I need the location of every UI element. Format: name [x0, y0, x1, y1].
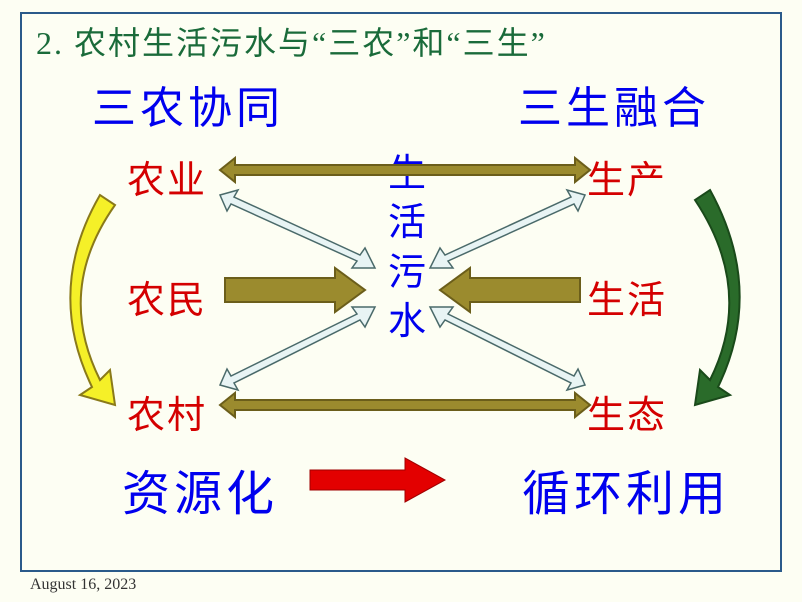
subtitle-right: 三生融合: [518, 72, 710, 136]
node-right-mid: 生活: [587, 269, 667, 324]
node-center: 生活污水: [387, 150, 427, 348]
slide-date: August 16, 2023: [30, 576, 136, 594]
slide-frame: 2. 农村生活污水与“三农”和“三生” 三农协同 三生融合 农业 农民 农村 生…: [20, 12, 782, 572]
node-right-top: 生产: [587, 149, 667, 204]
bottom-right-label: 循环利用: [522, 454, 730, 524]
subtitle-left: 三农协同: [92, 72, 284, 136]
slide-title: 2. 农村生活污水与“三农”和“三生”: [36, 18, 547, 64]
node-left-top: 农业: [127, 149, 207, 204]
node-left-bot: 农村: [127, 384, 207, 439]
node-left-mid: 农民: [127, 269, 207, 324]
node-right-bot: 生态: [587, 384, 667, 439]
bottom-left-label: 资源化: [122, 454, 278, 524]
